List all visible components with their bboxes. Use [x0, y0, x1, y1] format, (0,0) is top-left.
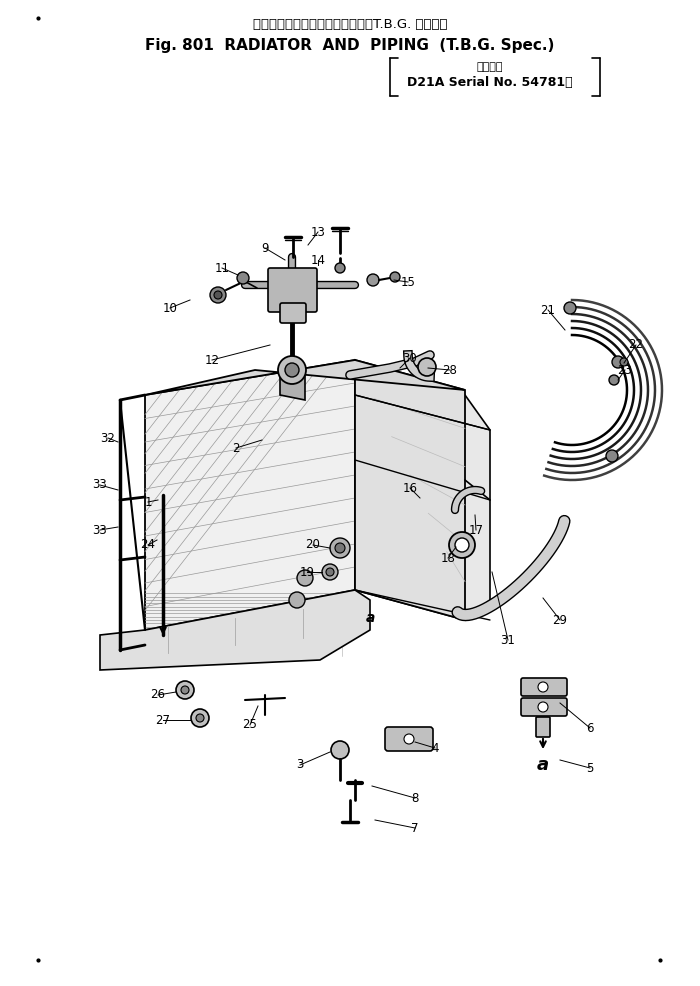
Text: 27: 27 [155, 714, 171, 727]
Text: 30: 30 [402, 351, 417, 365]
Circle shape [176, 681, 194, 699]
Text: 32: 32 [101, 432, 116, 445]
Text: 5: 5 [587, 761, 594, 774]
Circle shape [210, 287, 226, 303]
Circle shape [237, 272, 249, 284]
Text: ラジエータ　およびパイピング（T.B.G. 仕　様）: ラジエータ およびパイピング（T.B.G. 仕 様） [253, 18, 447, 31]
Circle shape [278, 356, 306, 384]
Circle shape [455, 538, 469, 552]
FancyBboxPatch shape [280, 303, 306, 323]
Text: 14: 14 [311, 253, 326, 266]
Circle shape [404, 734, 414, 744]
FancyBboxPatch shape [521, 698, 567, 716]
Text: 31: 31 [500, 633, 515, 647]
Text: 29: 29 [552, 613, 568, 626]
Circle shape [297, 570, 313, 586]
Circle shape [606, 450, 618, 462]
Circle shape [609, 375, 619, 385]
FancyBboxPatch shape [521, 678, 567, 696]
Text: 3: 3 [296, 758, 304, 771]
FancyBboxPatch shape [536, 717, 550, 737]
Text: 26: 26 [150, 688, 165, 701]
FancyBboxPatch shape [385, 727, 433, 751]
Polygon shape [280, 370, 305, 400]
Circle shape [538, 702, 548, 712]
Text: 16: 16 [402, 481, 417, 495]
Text: 24: 24 [141, 538, 155, 551]
Text: 10: 10 [162, 302, 177, 315]
Circle shape [449, 532, 475, 558]
Text: 28: 28 [442, 364, 457, 377]
Text: 23: 23 [617, 364, 632, 377]
FancyBboxPatch shape [268, 268, 317, 312]
Text: 19: 19 [300, 566, 314, 579]
Circle shape [418, 358, 436, 376]
Text: 適用号機: 適用号機 [477, 62, 503, 72]
Circle shape [335, 543, 345, 553]
Text: 7: 7 [412, 821, 419, 834]
Circle shape [612, 356, 624, 368]
Circle shape [620, 358, 628, 366]
Text: 1: 1 [144, 496, 152, 509]
Text: 33: 33 [92, 524, 107, 536]
Text: 17: 17 [468, 524, 484, 536]
Text: 8: 8 [412, 792, 419, 805]
Circle shape [196, 714, 204, 722]
Text: 11: 11 [214, 261, 230, 274]
Text: 33: 33 [92, 478, 107, 491]
Circle shape [289, 592, 305, 608]
Polygon shape [100, 590, 370, 670]
Text: a: a [537, 756, 549, 774]
Polygon shape [355, 360, 465, 620]
Circle shape [331, 741, 349, 759]
Text: 6: 6 [587, 722, 594, 735]
Text: 12: 12 [204, 354, 220, 367]
Circle shape [214, 291, 222, 299]
Text: 18: 18 [440, 551, 456, 565]
Circle shape [322, 564, 338, 580]
Text: 2: 2 [232, 442, 239, 455]
Text: 22: 22 [629, 338, 643, 351]
Text: 21: 21 [540, 304, 556, 317]
Polygon shape [355, 395, 490, 620]
Text: 25: 25 [243, 719, 258, 732]
Circle shape [367, 274, 379, 286]
Circle shape [191, 709, 209, 727]
Text: 4: 4 [431, 741, 439, 754]
Text: 20: 20 [306, 538, 321, 551]
Circle shape [181, 686, 189, 694]
Circle shape [330, 538, 350, 558]
Circle shape [285, 363, 299, 377]
Circle shape [564, 302, 576, 314]
Text: Fig. 801  RADIATOR  AND  PIPING  (T.B.G. Spec.): Fig. 801 RADIATOR AND PIPING (T.B.G. Spe… [146, 38, 554, 53]
Circle shape [335, 263, 345, 273]
Circle shape [390, 272, 400, 282]
Text: 15: 15 [400, 275, 415, 289]
Text: D21A Serial No. 54781～: D21A Serial No. 54781～ [407, 76, 573, 89]
Text: a: a [365, 611, 375, 625]
Polygon shape [145, 360, 355, 630]
Circle shape [326, 568, 334, 576]
Polygon shape [145, 360, 465, 395]
Text: 13: 13 [311, 226, 326, 239]
Circle shape [538, 682, 548, 692]
Text: 9: 9 [261, 242, 269, 254]
